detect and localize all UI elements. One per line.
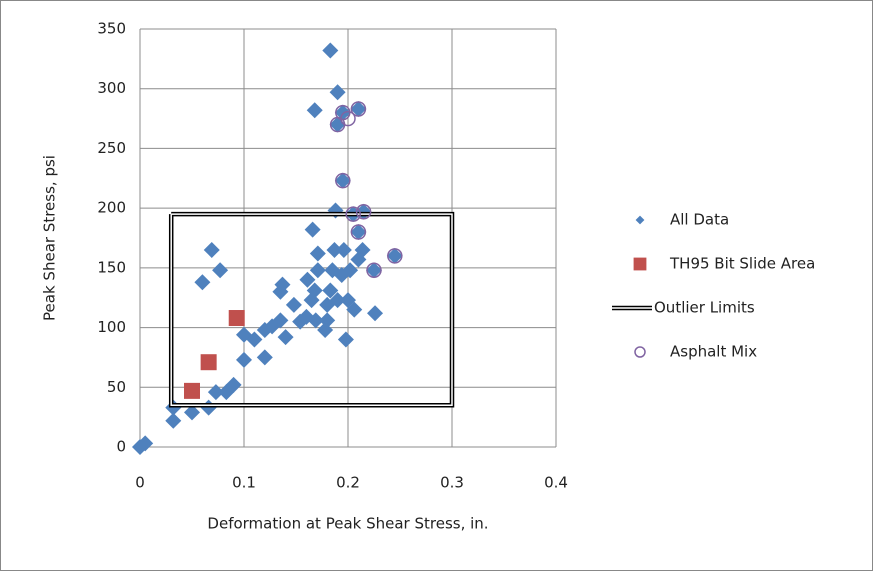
x-tick-label: 0.4	[544, 474, 568, 492]
point	[225, 376, 242, 393]
y-tick-label: 250	[97, 139, 126, 157]
point	[306, 282, 323, 299]
point	[355, 203, 372, 220]
y-tick-label: 0	[116, 438, 126, 456]
x-tick-label: 0	[135, 474, 145, 492]
point	[272, 312, 289, 329]
point	[366, 262, 382, 279]
point	[322, 282, 339, 299]
point	[350, 224, 367, 240]
point	[309, 262, 326, 279]
y-tick-label: 100	[97, 318, 126, 336]
point	[212, 262, 229, 279]
point	[194, 274, 211, 291]
point	[184, 404, 200, 421]
y-tick-label: 350	[97, 20, 126, 38]
point	[337, 331, 354, 348]
point	[386, 247, 403, 264]
x-tick-label: 0.3	[440, 474, 464, 492]
x-axis-label: Deformation at Peak Shear Stress, in.	[207, 515, 488, 533]
point	[200, 354, 217, 371]
point	[345, 206, 361, 222]
y-tick-label: 150	[97, 258, 126, 276]
point	[350, 224, 367, 241]
legend-swatch	[635, 215, 645, 225]
legend-label: TH95 Bit Slide Area	[669, 255, 815, 273]
x-tick-label: 0.2	[336, 474, 360, 492]
point	[274, 276, 291, 293]
point	[366, 262, 382, 278]
legend-swatch	[634, 346, 646, 358]
point	[335, 104, 351, 121]
point	[304, 221, 321, 238]
point	[319, 312, 336, 329]
y-tick-label: 300	[97, 79, 126, 97]
y-tick-label: 200	[97, 199, 126, 217]
legend-label: Outlier Limits	[654, 299, 755, 317]
point	[184, 382, 200, 399]
point	[354, 241, 371, 258]
point	[335, 241, 352, 258]
point	[285, 296, 302, 313]
point	[307, 312, 324, 329]
point	[342, 262, 359, 279]
point	[137, 435, 154, 452]
point	[340, 110, 356, 127]
legend-label: Asphalt Mix	[670, 343, 757, 361]
point	[334, 104, 351, 121]
y-axis-label: Peak Shear Stress, psi	[41, 155, 59, 321]
point	[309, 245, 326, 262]
point	[236, 351, 252, 368]
point	[334, 172, 351, 189]
point	[367, 305, 384, 322]
point	[350, 101, 367, 117]
point	[277, 329, 294, 346]
legend-swatch	[633, 257, 647, 271]
point	[203, 241, 220, 258]
point	[387, 248, 403, 264]
point	[350, 101, 367, 118]
point	[256, 349, 273, 366]
point	[228, 310, 245, 327]
y-tick-label: 50	[107, 378, 126, 396]
point	[207, 384, 224, 401]
point	[326, 241, 343, 258]
point	[165, 412, 182, 429]
point	[335, 172, 351, 189]
point	[306, 102, 323, 119]
point	[322, 42, 339, 59]
point	[299, 271, 316, 288]
point	[346, 301, 363, 318]
x-tick-label: 0.1	[232, 474, 256, 492]
point	[329, 84, 346, 101]
legend-label: All Data	[670, 211, 729, 229]
point	[246, 331, 263, 348]
point	[329, 292, 346, 309]
outlier-limits-inner	[170, 213, 453, 406]
